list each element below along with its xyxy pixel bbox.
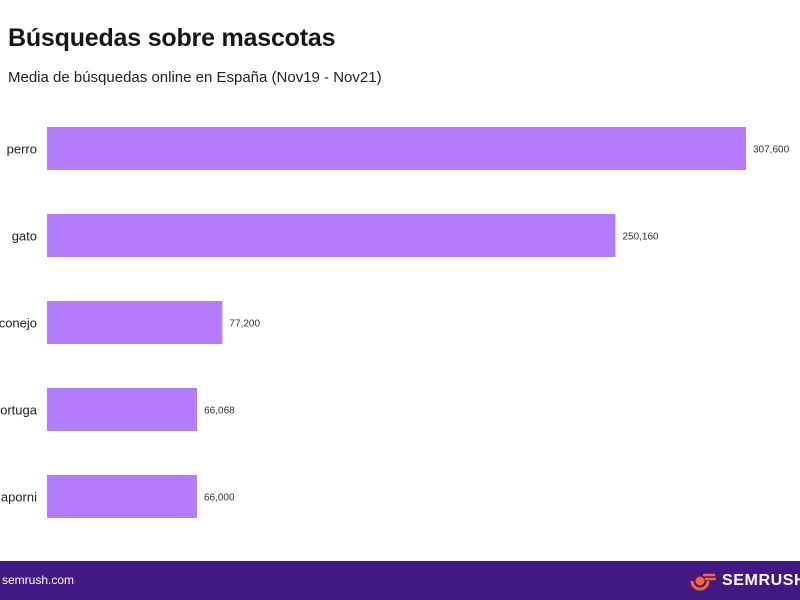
footer-bar: semrush.com SEMRUSH: [0, 561, 800, 600]
value-label-gato: 250,160: [622, 232, 659, 243]
bar-agaporni: [47, 475, 197, 518]
bar-tortuga: [47, 388, 198, 431]
category-label-tortuga: tortuga: [0, 403, 38, 418]
value-label-tortuga: 66,068: [204, 406, 235, 417]
value-label-conejo: 77,200: [229, 319, 260, 330]
chart-title: Búsquedas sobre mascotas: [8, 24, 336, 52]
value-label-agaporni: 66,000: [204, 493, 235, 504]
bar-conejo: [47, 301, 223, 344]
category-label-conejo: conejo: [0, 316, 37, 331]
category-label-gato: gato: [12, 229, 37, 244]
category-label-perro: perro: [7, 142, 37, 157]
brand-name: SEMRUSH: [722, 572, 800, 589]
semrush-flame-icon: [690, 573, 716, 591]
chart-subtitle: Media de búsquedas online en España (Nov…: [8, 69, 382, 86]
brand-logo: SEMRUSH: [690, 570, 800, 592]
category-label-agaporni: agaporni: [0, 490, 37, 505]
bar-perro: [47, 127, 746, 170]
footer-url: semrush.com: [2, 573, 75, 587]
bar-chart: perro 307,600 gato 250,160 conejo 77,200 tortu…: [0, 127, 790, 518]
bar-gato: [47, 214, 616, 257]
value-label-perro: 307,600: [753, 145, 790, 156]
